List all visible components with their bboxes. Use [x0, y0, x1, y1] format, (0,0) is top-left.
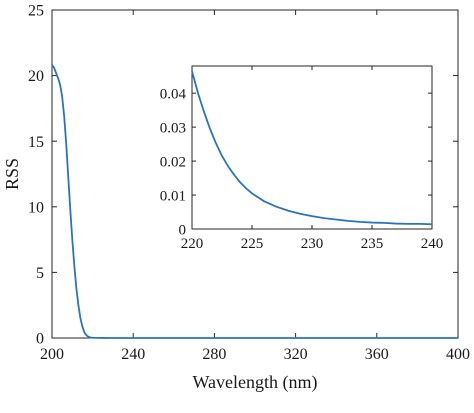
main-y-axis-label: RSS	[2, 158, 22, 190]
main-y-tick-label: 20	[28, 68, 44, 85]
inset-y-tick-label: 0	[179, 222, 187, 238]
inset-plot-background	[192, 66, 432, 229]
inset-x-tick-label: 240	[421, 236, 444, 252]
main-y-tick-label: 10	[28, 199, 44, 216]
inset-x-tick-label: 235	[361, 236, 384, 252]
inset-y-tick-label: 0.01	[160, 188, 186, 204]
main-x-tick-label: 400	[446, 346, 470, 363]
main-series-line	[51, 64, 458, 339]
inset-y-tick-label: 0.04	[160, 86, 187, 102]
main-ticks: 200 240 280 320 360 400 0 5 10 15 20 25	[28, 3, 470, 363]
inset-series-line	[191, 70, 433, 226]
inset-x-tick-label: 230	[301, 236, 324, 252]
main-y-tick-label: 0	[36, 331, 44, 348]
inset-y-tick-label: 0.03	[160, 120, 186, 136]
main-x-tick-label: 360	[365, 346, 389, 363]
main-plot: 200 240 280 320 360 400 0 5 10 15 20 25 Wavelength …	[2, 3, 470, 393]
main-x-tick-label: 240	[121, 346, 145, 363]
inset-y-tick-label: 0.02	[160, 154, 186, 170]
inset-x-tick-label: 225	[241, 236, 264, 252]
main-x-tick-label: 200	[40, 346, 64, 363]
main-x-axis-label: Wavelength (nm)	[192, 372, 317, 393]
inset-x-tick-label: 220	[181, 236, 204, 252]
inset-ticks: 220 225 230 235 240 0 0.01 0.02 0.03 0.04	[160, 66, 444, 252]
main-y-tick-label: 25	[28, 3, 44, 20]
main-y-tick-label: 15	[28, 134, 44, 151]
main-x-tick-label: 280	[202, 346, 226, 363]
main-x-tick-label: 320	[284, 346, 308, 363]
main-y-tick-label: 5	[36, 265, 44, 282]
inset-plot: 220 225 230 235 240 0 0.01 0.02 0.03 0.04	[160, 65, 444, 252]
